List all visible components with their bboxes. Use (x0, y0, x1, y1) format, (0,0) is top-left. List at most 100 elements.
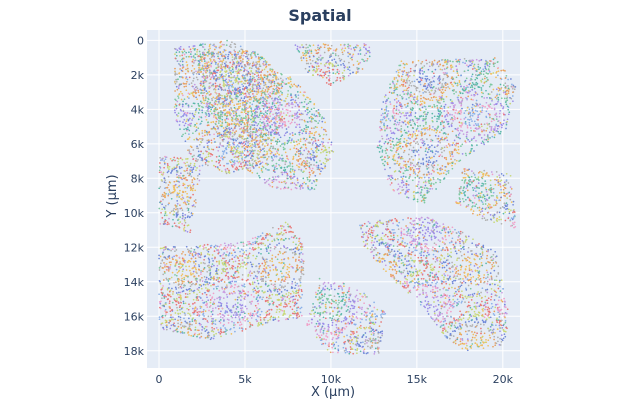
cell-point (226, 128, 229, 130)
cell-point (467, 65, 470, 68)
cell-point (224, 75, 226, 78)
cell-point (185, 68, 187, 71)
cell-point (182, 121, 184, 123)
cell-point (286, 131, 288, 133)
cell-point (348, 44, 351, 47)
cell-point (197, 127, 200, 130)
cell-point (236, 167, 239, 170)
cell-point (206, 133, 209, 136)
cell-point (180, 69, 183, 72)
cell-point (189, 53, 192, 55)
cell-point (273, 166, 276, 169)
cell-point (246, 113, 249, 116)
cell-point (205, 118, 208, 121)
cell-point (412, 60, 414, 63)
cell-point (272, 147, 275, 149)
cell-point (214, 128, 217, 131)
cell-point (246, 73, 249, 76)
cell-point (230, 146, 233, 148)
cell-point (282, 112, 285, 114)
cell-point (311, 142, 314, 144)
cell-point (228, 45, 231, 48)
cell-point (301, 161, 304, 163)
cell-point (237, 70, 239, 72)
cell-point (310, 153, 313, 156)
cell-point (232, 112, 235, 115)
cell-point (168, 217, 170, 220)
cell-point (241, 121, 244, 124)
cell-point (235, 139, 237, 142)
cell-point (230, 97, 233, 100)
cell-point (280, 73, 283, 76)
cell-point (290, 178, 292, 181)
cell-point (284, 163, 287, 166)
cell-point (285, 108, 288, 111)
cell-point (229, 96, 231, 98)
cell-point (265, 125, 268, 127)
cell-point (392, 92, 394, 94)
cell-point (160, 211, 162, 214)
cell-point (193, 125, 196, 128)
cell-point (248, 123, 251, 126)
cell-point (499, 132, 502, 135)
cell-point (286, 174, 289, 177)
cell-point (259, 120, 261, 123)
cell-point (429, 157, 432, 160)
cell-point (258, 134, 261, 136)
cell-point (290, 96, 293, 99)
cell-point (305, 147, 308, 150)
cell-point (407, 134, 410, 137)
cell-point (246, 89, 249, 91)
cell-point (206, 146, 209, 148)
cell-point (198, 104, 201, 107)
cell-point (413, 84, 415, 87)
cell-point (283, 117, 286, 120)
cell-point (239, 45, 242, 48)
cell-point (204, 161, 207, 164)
cell-point (264, 110, 267, 112)
cell-point (169, 212, 171, 214)
cell-point (314, 139, 317, 142)
cell-point (219, 142, 222, 144)
cell-point (238, 114, 241, 117)
cell-point (193, 49, 196, 51)
cell-point (282, 121, 284, 123)
cell-point (294, 114, 296, 116)
cell-point (407, 190, 409, 193)
cell-point (389, 183, 392, 186)
cell-point (274, 125, 277, 128)
cell-point (251, 159, 253, 161)
cell-point (255, 61, 258, 64)
cell-point (188, 83, 191, 86)
cell-point (472, 83, 475, 86)
cell-point (265, 116, 268, 119)
cell-point (263, 74, 266, 76)
cell-point (401, 145, 404, 148)
cell-point (255, 84, 258, 87)
cell-point (429, 93, 432, 96)
cell-point (189, 229, 192, 232)
cell-point (186, 63, 189, 66)
cell-point (347, 55, 350, 58)
cell-point (395, 105, 398, 108)
cell-point (243, 93, 245, 95)
cell-point (424, 128, 426, 131)
cell-point (188, 200, 190, 202)
cell-point (443, 110, 446, 112)
cell-point (299, 184, 302, 186)
cell-point (278, 159, 280, 161)
cell-point (217, 57, 220, 60)
cell-point (232, 142, 234, 144)
cell-point (214, 82, 217, 85)
cell-point (179, 221, 182, 223)
cell-point (487, 93, 490, 95)
cell-point (425, 80, 428, 82)
cell-point (281, 124, 283, 127)
cell-point (192, 47, 194, 50)
cell-point (173, 156, 176, 159)
cell-point (324, 43, 327, 46)
cell-point (218, 76, 221, 79)
cell-point (492, 58, 495, 61)
cell-point (275, 155, 278, 158)
cell-point (190, 166, 192, 169)
